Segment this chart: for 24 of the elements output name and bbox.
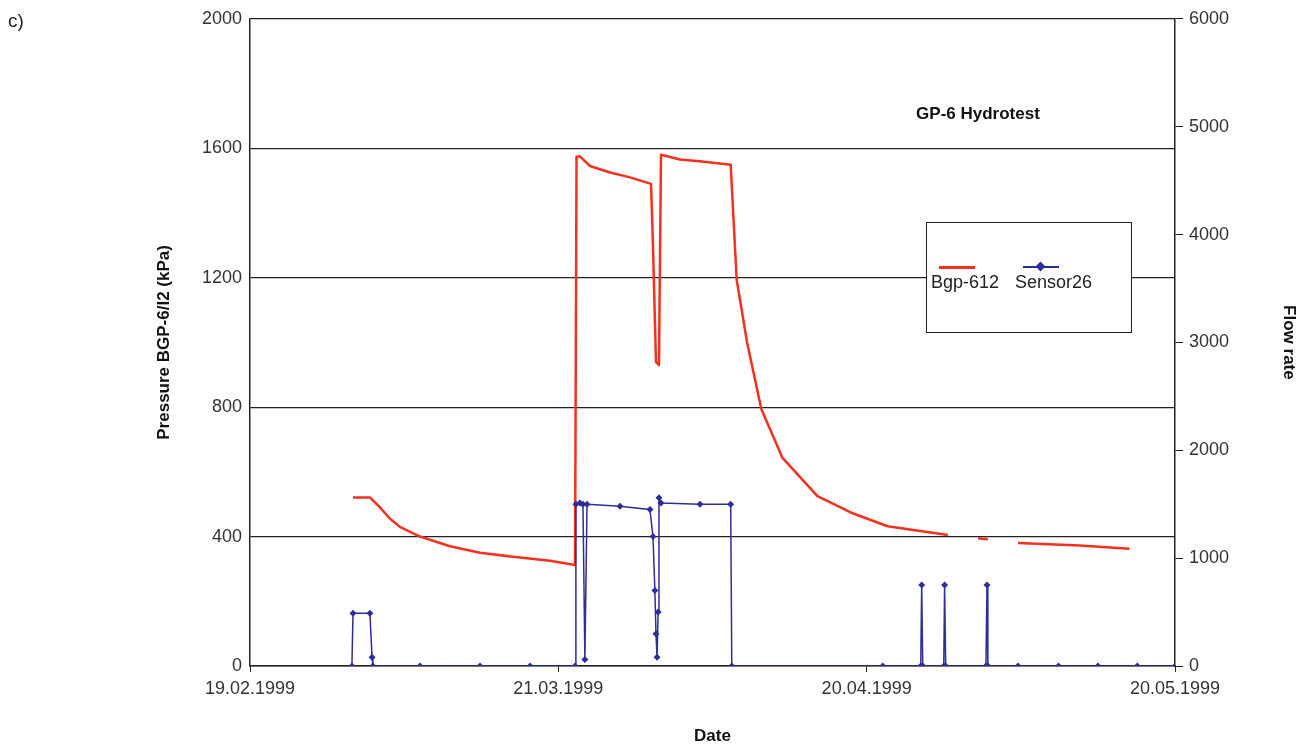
- y2-tick-label: 2000: [1189, 439, 1230, 460]
- y-tick-label: 1600: [201, 137, 242, 158]
- y2-axis-title: Flow rate: [1280, 305, 1300, 380]
- y2-tick-label: 5000: [1189, 115, 1230, 136]
- legend-label: Sensor26: [1015, 272, 1093, 293]
- y2-tick-label: 6000: [1189, 7, 1230, 28]
- x-tick-label: 19.02.1999: [204, 677, 296, 698]
- x-tick-label: 21.03.1999: [513, 677, 604, 698]
- y2-tick-label: 0: [1189, 654, 1200, 675]
- y2-tick-label: 4000: [1189, 223, 1230, 244]
- text: GP-6 Hydrotest: [916, 104, 1041, 124]
- y-tick-label: 400: [211, 525, 242, 546]
- y-tick-label: 0: [231, 654, 242, 675]
- y-tick-label: 2000: [201, 7, 242, 28]
- y2-tick-label: 1000: [1189, 547, 1230, 568]
- x-tick-label: 20.05.1999: [1129, 677, 1221, 698]
- y-tick-label: 800: [211, 396, 242, 417]
- x-axis-title: Date: [694, 726, 731, 746]
- y2-tick-label: 3000: [1189, 331, 1230, 352]
- text: c): [8, 10, 24, 32]
- y-tick-label: 1200: [201, 266, 242, 287]
- x-tick-label: 20.04.1999: [821, 677, 912, 698]
- y-axis-title: Pressure BGP-6/I2 (kPa): [153, 245, 173, 440]
- legend-label: Bgp-612: [931, 272, 1000, 293]
